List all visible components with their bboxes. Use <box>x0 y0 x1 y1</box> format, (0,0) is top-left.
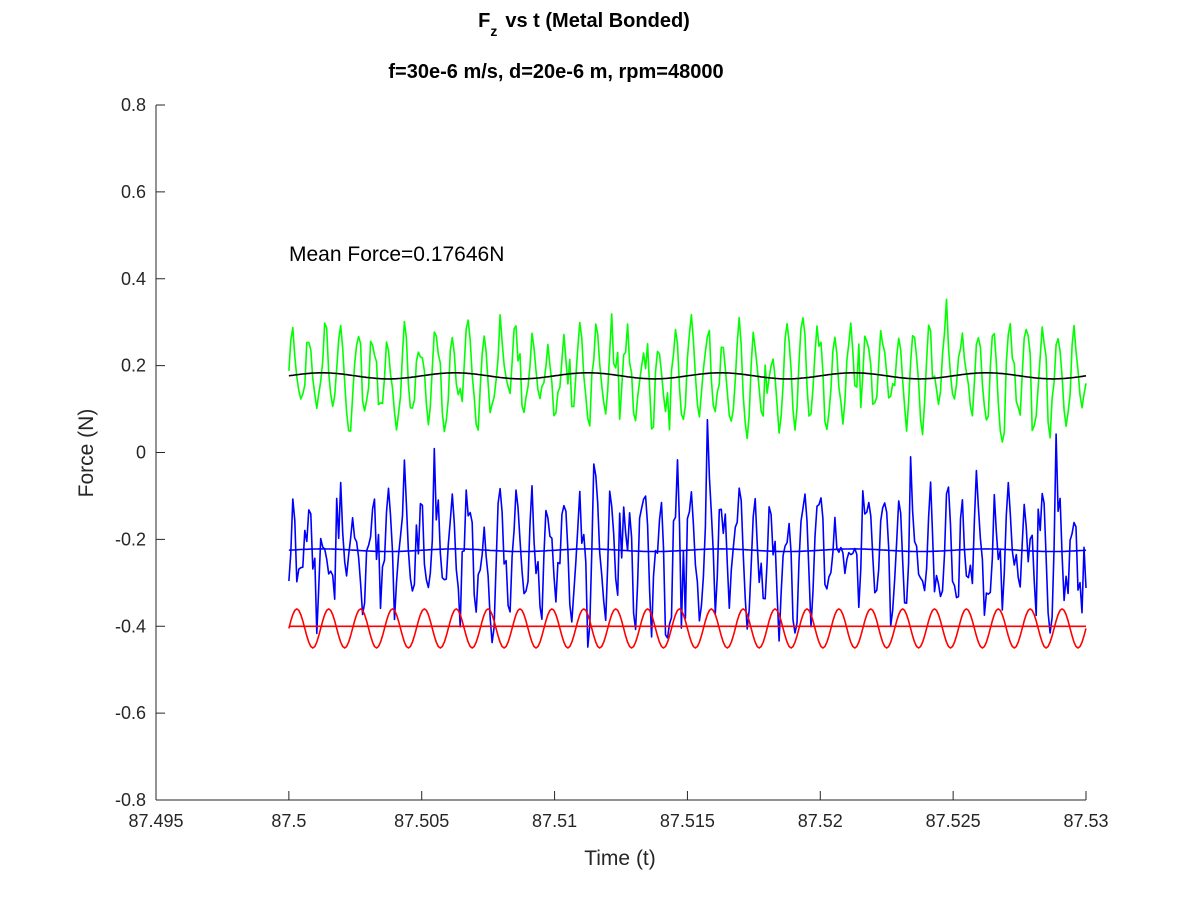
x-tick-label: 87.495 <box>128 811 183 831</box>
y-tick-label: 0.8 <box>121 95 146 115</box>
series-line-red-4 <box>288 608 1087 649</box>
x-tick-label: 87.525 <box>926 811 981 831</box>
chart-title: Fz vs t (Metal Bonded) <box>478 10 690 39</box>
y-tick-label: -0.8 <box>115 790 146 810</box>
series-line-black-1 <box>288 371 1087 380</box>
y-tick-label: -0.4 <box>115 616 146 636</box>
y-tick-label: -0.2 <box>115 529 146 549</box>
x-tick-label: 87.505 <box>394 811 449 831</box>
x-ticks-group: 87.495 87.5 87.505 87.51 87.515 87.52 87.525 87… <box>128 791 1109 831</box>
y-tick-label: -0.6 <box>115 703 146 723</box>
series-line-blue-3 <box>288 548 1087 553</box>
x-tick-label: 87.5 <box>271 811 306 831</box>
mean-force-annotation: Mean Force=0.17646N <box>289 243 504 266</box>
y-axis-label: Force (N) <box>75 409 98 498</box>
x-tick-label: 87.52 <box>798 811 843 831</box>
x-axis-label: Time (t) <box>584 847 656 870</box>
series-line-green-0 <box>288 298 1087 443</box>
y-ticks-group: 0.8 0.6 0.4 0.2 0 -0.2 -0.4 -0.6 -0.8 <box>115 95 165 810</box>
x-tick-label: 87.51 <box>532 811 577 831</box>
y-tick-label: 0 <box>136 443 146 463</box>
y-tick-label: 0.6 <box>121 182 146 202</box>
y-tick-label: 0.4 <box>121 269 146 289</box>
y-tick-label: 0.2 <box>121 356 146 376</box>
series-line-blue-2 <box>288 418 1087 648</box>
chart-subtitle: f=30e-6 m/s, d=20e-6 m, rpm=48000 <box>388 61 723 83</box>
x-tick-label: 87.53 <box>1063 811 1108 831</box>
x-tick-label: 87.515 <box>660 811 715 831</box>
plot-series-group <box>288 298 1087 649</box>
